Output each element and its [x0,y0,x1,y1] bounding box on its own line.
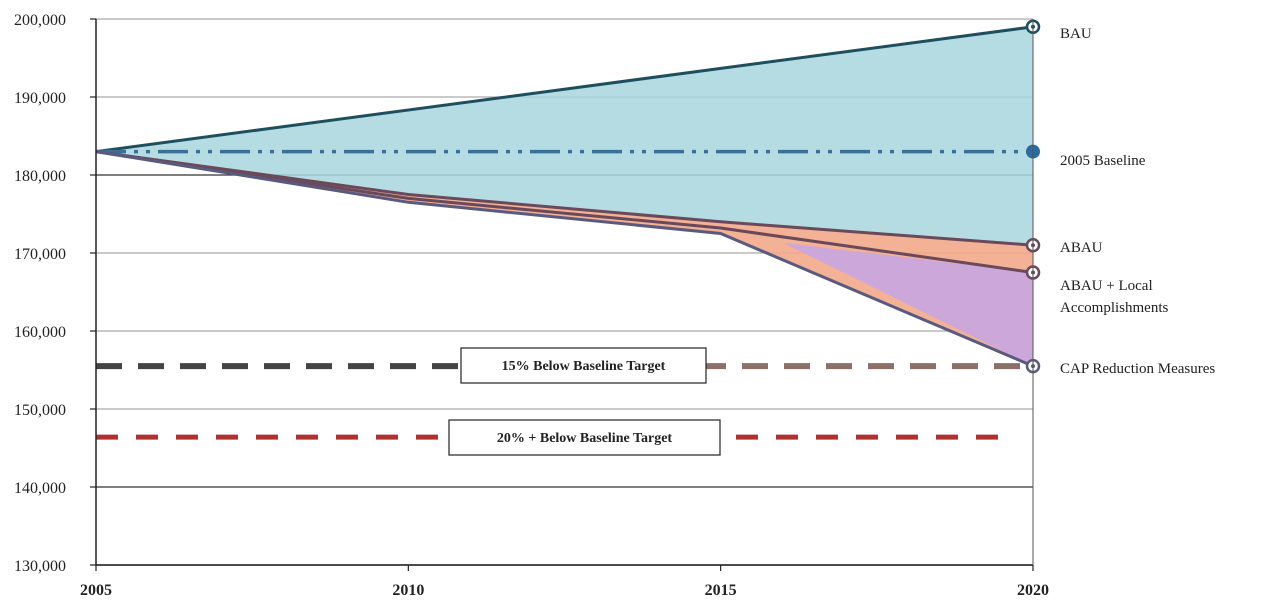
series-line [95,150,1034,247]
y-tick-label: 130,000 [14,558,66,575]
target-label-box [460,347,707,384]
x-tick-label: 2010 [392,582,424,599]
y-tick-label: 160,000 [14,324,66,341]
area-fills [96,26,1033,367]
bau-area [96,26,1033,246]
x-tick-label: 2020 [1017,582,1049,599]
y-tick-label: 170,000 [14,246,66,263]
y-tick-label: 200,000 [14,12,66,29]
target-label-box [448,419,721,456]
labels: 130,000 140,000 150,000 160,000 170,000 180,0… [14,12,1215,599]
y-tick-label: 140,000 [14,480,66,497]
series-line [95,150,1034,274]
y-tick-label: 180,000 [14,168,66,185]
y-tick-label: 150,000 [14,402,66,419]
series-line [95,150,1034,368]
series-label: 2005 Baseline [1060,153,1146,169]
x-tick-label: 2005 [80,582,112,599]
x-tick-label: 2015 [705,582,737,599]
series-label: ABAU [1060,240,1103,256]
series-label: ABAU + Local [1060,278,1153,294]
axes [90,18,1034,571]
series-label: CAP Reduction Measures [1060,361,1215,377]
series-lines [95,19,1041,374]
series-label: BAU [1060,26,1092,42]
target-label: 15% Below Baseline Target [502,359,666,374]
series-line [95,25,1034,154]
target-label: 20% + Below Baseline Target [497,431,673,446]
target-lines: 15% Below Baseline Target 20% + Below Bas… [96,347,1033,456]
y-tick-label: 190,000 [14,90,66,107]
series-label: Accomplishments [1060,300,1168,316]
cap-area [783,242,1033,367]
